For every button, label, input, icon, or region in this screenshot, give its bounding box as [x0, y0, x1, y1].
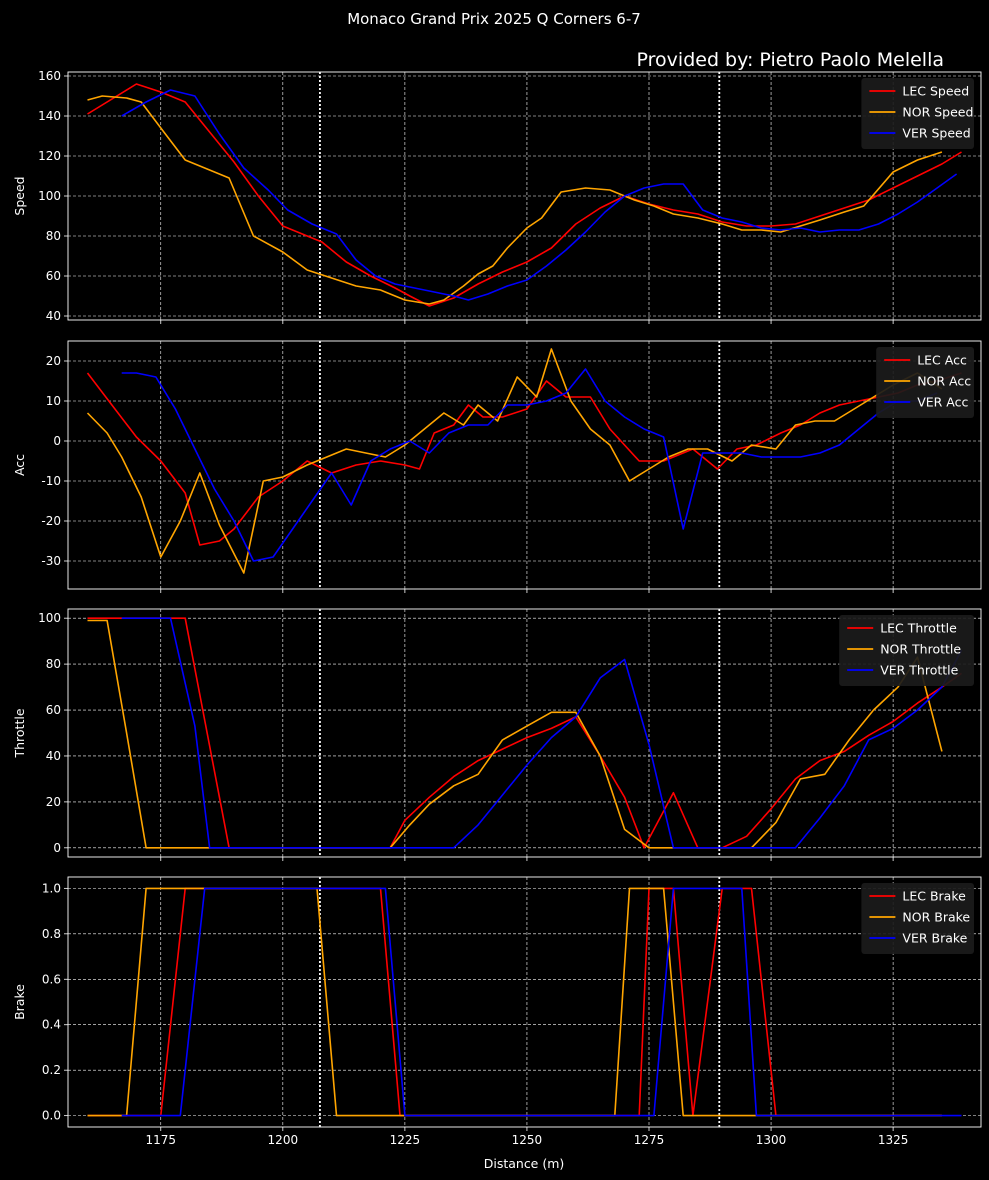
series-line-lec-speed — [87, 83, 962, 307]
legend-label: VER Acc — [917, 395, 968, 410]
legend-box — [861, 883, 974, 954]
subplot-3: 0 20 40 60 80 100 Throttle LEC Throttle NOR Thro… — [12, 608, 982, 861]
plot-area — [68, 341, 981, 589]
plot-frame — [67, 608, 982, 858]
legend: LEC Throttle NOR Throttle VER Throttle — [839, 615, 974, 686]
series-line-ver-speed — [121, 89, 958, 301]
plot-frame — [67, 876, 982, 1128]
legend-box — [839, 615, 974, 686]
y-axis-label: Speed — [12, 176, 27, 215]
y-axis-label: Acc — [12, 454, 27, 476]
y-tick-label: -10 — [41, 474, 61, 488]
y-tick-label: 60 — [46, 269, 61, 283]
series-line-lec-throttle — [87, 617, 962, 849]
y-tick-label: 0.8 — [42, 927, 61, 941]
y-tick-label: 120 — [38, 149, 61, 163]
y-tick-label: 80 — [46, 229, 61, 243]
y-tick-label: 100 — [38, 189, 61, 203]
y-tick-label: 80 — [46, 657, 61, 671]
y-tick-label: 160 — [38, 69, 61, 83]
series-line-nor-throttle — [87, 619, 943, 849]
y-tick-label: 0 — [53, 841, 61, 855]
y-tick-label: 140 — [38, 109, 61, 123]
legend: LEC Acc NOR Acc VER Acc — [876, 347, 974, 418]
legend-label: VER Brake — [902, 931, 967, 946]
figure-title: Monaco Grand Prix 2025 Q Corners 6-7 — [347, 10, 641, 28]
x-tick-label: 1175 — [145, 1133, 176, 1147]
credit-text: Provided by: Pietro Paolo Melella — [637, 49, 944, 71]
legend-label: LEC Throttle — [880, 621, 957, 636]
x-axis-label: Distance (m) — [484, 1156, 565, 1171]
subplot-1: 40 60 80 100 120 140 160 Speed LEC Speed NOR Spee… — [12, 69, 982, 324]
y-tick-label: 1.0 — [42, 881, 61, 895]
legend-label: LEC Acc — [917, 353, 967, 368]
subplot-4: 1175 1200 1225 1250 1275 1300 1325 0.0 0.2 0.4 0.6… — [12, 876, 982, 1147]
y-tick-label: 20 — [46, 354, 61, 368]
y-tick-label: 0.4 — [42, 1018, 61, 1032]
y-tick-label: 20 — [46, 795, 61, 809]
series-line-nor-acc — [86, 348, 943, 574]
y-tick-label: 100 — [38, 611, 61, 625]
y-tick-label: 60 — [46, 703, 61, 717]
y-axis-label: Throttle — [12, 708, 27, 758]
y-axis-label: Brake — [12, 984, 27, 1020]
y-tick-label: 0.2 — [42, 1063, 61, 1077]
y-tick-label: -20 — [41, 514, 61, 528]
y-tick-label: 0.6 — [42, 972, 61, 986]
y-tick-label: 0 — [53, 434, 61, 448]
x-tick-label: 1275 — [634, 1133, 665, 1147]
y-tick-label: 0.0 — [42, 1109, 61, 1123]
legend-label: VER Speed — [902, 126, 970, 141]
y-tick-label: 40 — [46, 309, 61, 323]
x-tick-label: 1250 — [512, 1133, 543, 1147]
legend-label: LEC Speed — [902, 84, 969, 99]
series-line-ver-throttle — [121, 617, 963, 849]
plot-frame — [67, 71, 982, 321]
subplot-2: -30 -20 -10 0 10 20 Acc LEC Acc NOR Acc VER Acc — [12, 340, 982, 593]
series-line-lec-acc — [86, 372, 962, 546]
plot-area — [68, 609, 981, 857]
y-tick-label: 40 — [46, 749, 61, 763]
legend-label: LEC Brake — [902, 889, 966, 904]
plot-area — [68, 877, 981, 1127]
x-tick-label: 1225 — [390, 1133, 421, 1147]
legend-label: NOR Speed — [902, 105, 973, 120]
y-tick-label: -30 — [41, 554, 61, 568]
plot-frame — [67, 340, 982, 590]
series-line-ver-brake — [121, 887, 962, 1117]
legend-label: NOR Throttle — [880, 642, 961, 657]
series-line-ver-acc — [121, 368, 938, 562]
legend-label: NOR Brake — [902, 910, 970, 925]
x-tick-label: 1325 — [878, 1133, 909, 1147]
legend-box — [861, 78, 974, 149]
x-tick-label: 1200 — [268, 1133, 299, 1147]
legend: LEC Brake NOR Brake VER Brake — [861, 883, 974, 954]
legend-box — [876, 347, 974, 418]
legend-label: NOR Acc — [917, 374, 971, 389]
y-tick-label: 10 — [46, 394, 61, 408]
x-tick-label: 1300 — [756, 1133, 787, 1147]
legend-label: VER Throttle — [880, 663, 958, 678]
legend: LEC Speed NOR Speed VER Speed — [861, 78, 974, 149]
